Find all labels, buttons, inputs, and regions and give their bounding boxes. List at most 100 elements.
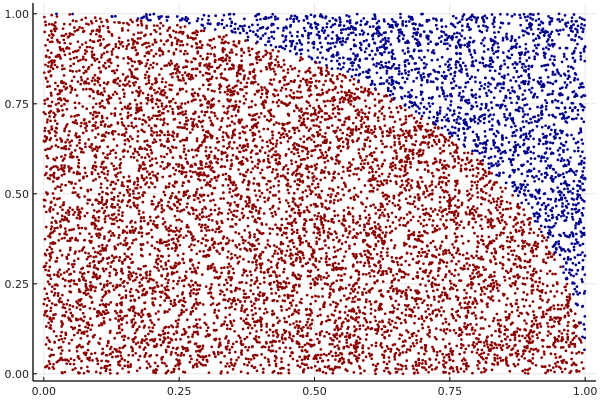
point-inside	[197, 360, 201, 364]
point-inside	[492, 183, 495, 186]
point-outside	[334, 19, 338, 22]
point-inside	[284, 152, 288, 156]
point-inside	[223, 111, 226, 114]
point-inside	[400, 123, 404, 127]
point-inside	[177, 314, 181, 317]
point-inside	[328, 342, 332, 346]
point-inside	[183, 274, 187, 278]
point-inside	[93, 217, 97, 220]
point-inside	[142, 265, 146, 268]
point-inside	[295, 231, 299, 235]
point-outside	[577, 201, 580, 205]
point-inside	[428, 136, 431, 139]
point-inside	[567, 320, 570, 324]
point-inside	[393, 120, 397, 124]
point-outside	[512, 121, 516, 125]
point-inside	[358, 324, 362, 328]
point-inside	[445, 353, 448, 357]
point-inside	[309, 203, 313, 207]
point-inside	[100, 206, 104, 210]
point-inside	[205, 358, 209, 362]
point-outside	[579, 26, 583, 30]
point-inside	[404, 118, 408, 121]
point-inside	[99, 186, 103, 189]
point-outside	[559, 159, 563, 163]
point-inside	[431, 188, 434, 192]
point-outside	[571, 261, 575, 265]
point-inside	[341, 234, 345, 237]
point-inside	[487, 353, 490, 356]
point-inside	[329, 303, 332, 307]
point-inside	[498, 284, 501, 287]
point-inside	[448, 251, 452, 255]
point-inside	[334, 255, 338, 259]
point-inside	[88, 232, 91, 236]
point-inside	[211, 228, 214, 232]
point-outside	[377, 31, 381, 35]
point-inside	[334, 354, 338, 358]
point-inside	[426, 231, 429, 235]
point-inside	[52, 367, 56, 371]
point-outside	[354, 73, 358, 77]
point-inside	[76, 165, 80, 168]
point-inside	[272, 280, 276, 284]
point-outside	[566, 97, 570, 101]
point-inside	[81, 55, 85, 59]
point-inside	[483, 185, 486, 188]
point-inside	[532, 231, 536, 235]
point-inside	[67, 169, 71, 173]
point-inside	[126, 111, 130, 115]
point-inside	[326, 193, 330, 197]
point-outside	[422, 30, 426, 33]
point-outside	[565, 184, 569, 187]
point-inside	[383, 114, 386, 118]
point-inside	[434, 308, 437, 312]
point-inside	[93, 351, 97, 355]
point-inside	[55, 15, 59, 18]
point-outside	[230, 29, 234, 33]
point-inside	[199, 104, 203, 107]
point-inside	[553, 320, 556, 323]
point-outside	[390, 75, 394, 79]
point-inside	[306, 152, 309, 156]
point-inside	[51, 67, 55, 71]
point-outside	[510, 125, 513, 129]
point-outside	[533, 120, 537, 123]
point-inside	[424, 362, 428, 366]
point-inside	[263, 196, 266, 200]
point-inside	[238, 150, 242, 154]
point-inside	[402, 270, 406, 274]
point-inside	[437, 168, 441, 172]
point-inside	[86, 348, 90, 352]
point-inside	[321, 359, 325, 363]
point-inside	[238, 172, 242, 176]
point-outside	[535, 46, 538, 50]
point-outside	[574, 141, 578, 145]
point-inside	[297, 154, 301, 158]
point-inside	[467, 239, 470, 243]
point-inside	[442, 171, 446, 175]
point-inside	[189, 294, 192, 298]
point-inside	[299, 334, 302, 338]
point-inside	[393, 355, 396, 359]
point-outside	[285, 18, 289, 21]
point-inside	[376, 362, 380, 366]
point-inside	[90, 235, 93, 239]
point-inside	[114, 42, 118, 46]
point-inside	[532, 313, 536, 317]
point-inside	[162, 190, 166, 194]
point-inside	[363, 369, 366, 373]
point-inside	[407, 286, 410, 289]
point-inside	[358, 365, 361, 368]
point-inside	[67, 342, 71, 345]
point-inside	[182, 52, 186, 56]
point-inside	[408, 129, 411, 133]
point-inside	[280, 233, 284, 237]
point-inside	[296, 90, 299, 93]
point-inside	[333, 176, 336, 180]
point-inside	[226, 212, 230, 215]
point-inside	[464, 296, 468, 299]
point-inside	[494, 279, 498, 283]
point-inside	[273, 339, 276, 343]
point-inside	[67, 220, 70, 223]
